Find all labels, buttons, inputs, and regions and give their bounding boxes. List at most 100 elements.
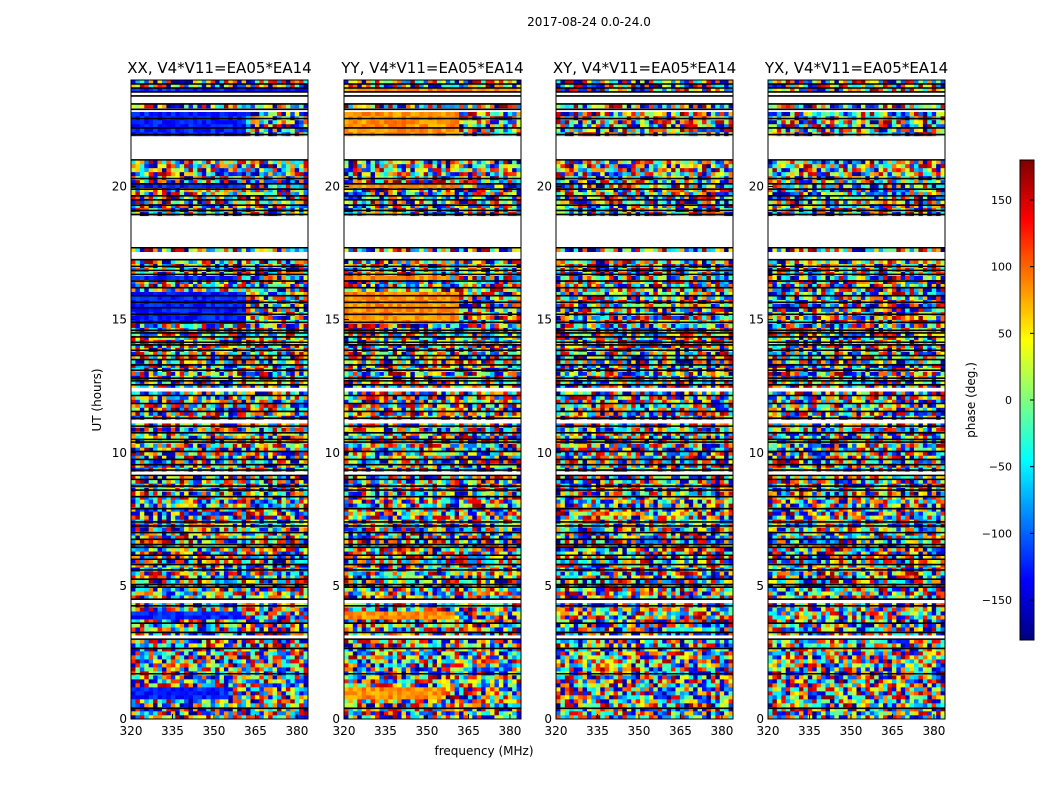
heatmap-cell (144, 411, 149, 416)
heatmap-cell (263, 699, 269, 704)
heatmap-cell (210, 663, 216, 668)
heatmap-cell (281, 511, 287, 516)
heatmap-cell (281, 703, 287, 708)
heatmap-cell (294, 363, 300, 368)
heatmap-cell (157, 555, 163, 560)
heatmap-cell (215, 535, 220, 540)
heatmap-cell (268, 687, 273, 692)
heatmap-cell (131, 359, 136, 364)
heatmap-cell (166, 171, 172, 177)
heatmap-cell (139, 619, 145, 624)
heatmap-cell (192, 663, 198, 668)
heatmap-cell (175, 475, 180, 480)
heatmap-cell (237, 479, 242, 484)
heatmap-cell (263, 583, 269, 588)
heatmap-cell (272, 571, 278, 576)
heatmap-cell (135, 315, 141, 320)
heatmap-cell (219, 707, 225, 712)
heatmap-cell (232, 427, 238, 432)
heatmap-cell (223, 563, 229, 568)
heatmap-cell (161, 499, 167, 504)
heatmap-cell (170, 359, 176, 364)
heatmap-cell (206, 479, 211, 484)
heatmap-cell (294, 691, 300, 696)
heatmap-cell (166, 303, 172, 308)
heatmap-cell (246, 639, 251, 644)
heatmap-cell (277, 715, 282, 720)
heatmap-cell (294, 583, 300, 588)
heatmap-cell (144, 711, 149, 716)
heatmap-cell (241, 371, 247, 376)
heatmap-cell (285, 363, 291, 368)
heatmap-cell (223, 495, 229, 500)
heatmap-cell (232, 563, 238, 568)
heatmap-cell (201, 399, 207, 404)
heatmap-cell (161, 675, 167, 680)
heatmap-cell (157, 167, 163, 173)
heatmap-cell (290, 587, 296, 592)
heatmap-cell (215, 395, 220, 400)
heatmap-cell (192, 643, 198, 648)
heatmap-cell (277, 699, 282, 704)
heatmap-cell (201, 651, 207, 656)
heatmap-cell (206, 391, 211, 396)
heatmap-cell (228, 391, 234, 396)
heatmap-cell (144, 559, 149, 564)
heatmap-cell (157, 551, 163, 556)
heatmap-cell (201, 683, 207, 688)
heatmap-cell (232, 291, 238, 296)
heatmap-cell (139, 491, 145, 496)
heatmap-cell (285, 303, 291, 308)
heatmap-cell (188, 507, 194, 512)
heatmap-cell (241, 459, 247, 464)
heatmap-cell (135, 303, 141, 308)
heatmap-cell (241, 543, 247, 548)
heatmap-cell (281, 411, 287, 416)
heatmap-cell (175, 447, 180, 452)
heatmap-cell (148, 571, 154, 576)
heatmap-cell (153, 403, 158, 408)
heatmap-cell (223, 579, 229, 584)
heatmap-cell (192, 363, 198, 368)
heatmap-cell (135, 611, 141, 616)
heatmap-cell (246, 627, 251, 632)
heatmap-cell (277, 379, 282, 384)
heatmap-cell (184, 559, 189, 564)
heatmap-cell (192, 291, 198, 296)
heatmap-cell (272, 663, 278, 668)
heatmap-cell (188, 275, 194, 280)
heatmap-cell (268, 547, 273, 552)
heatmap-cell (201, 679, 207, 684)
heatmap-cell (175, 383, 180, 388)
heatmap-cell (161, 335, 167, 340)
heatmap-cell (210, 307, 216, 312)
heatmap-cell (135, 503, 141, 508)
heatmap-cell (179, 383, 185, 388)
heatmap-cell (197, 391, 203, 396)
heatmap-cell (153, 595, 158, 600)
heatmap-cell (184, 359, 189, 364)
heatmap-cell (294, 699, 300, 704)
heatmap-cell (184, 363, 189, 368)
heatmap-cell (281, 659, 287, 664)
heatmap-cell (170, 559, 176, 564)
heatmap-cell (188, 363, 194, 368)
heatmap-cell (179, 371, 185, 376)
heatmap-cell (250, 435, 256, 440)
heatmap-cell (192, 303, 198, 308)
heatmap-cell (250, 579, 256, 584)
heatmap-cell (268, 623, 273, 628)
heatmap-cell (215, 647, 220, 652)
heatmap-cell (201, 475, 207, 480)
heatmap-cell (188, 683, 194, 688)
heatmap-cell (184, 543, 189, 548)
heatmap-cell (237, 663, 242, 668)
heatmap-cell (290, 459, 296, 464)
heatmap-cell (139, 475, 145, 480)
heatmap-cell (166, 355, 172, 360)
heatmap-cell (157, 703, 163, 708)
heatmap-cell (232, 631, 238, 636)
heatmap-cell (175, 275, 180, 280)
heatmap-cell (246, 655, 251, 660)
heatmap-cell (259, 647, 265, 652)
